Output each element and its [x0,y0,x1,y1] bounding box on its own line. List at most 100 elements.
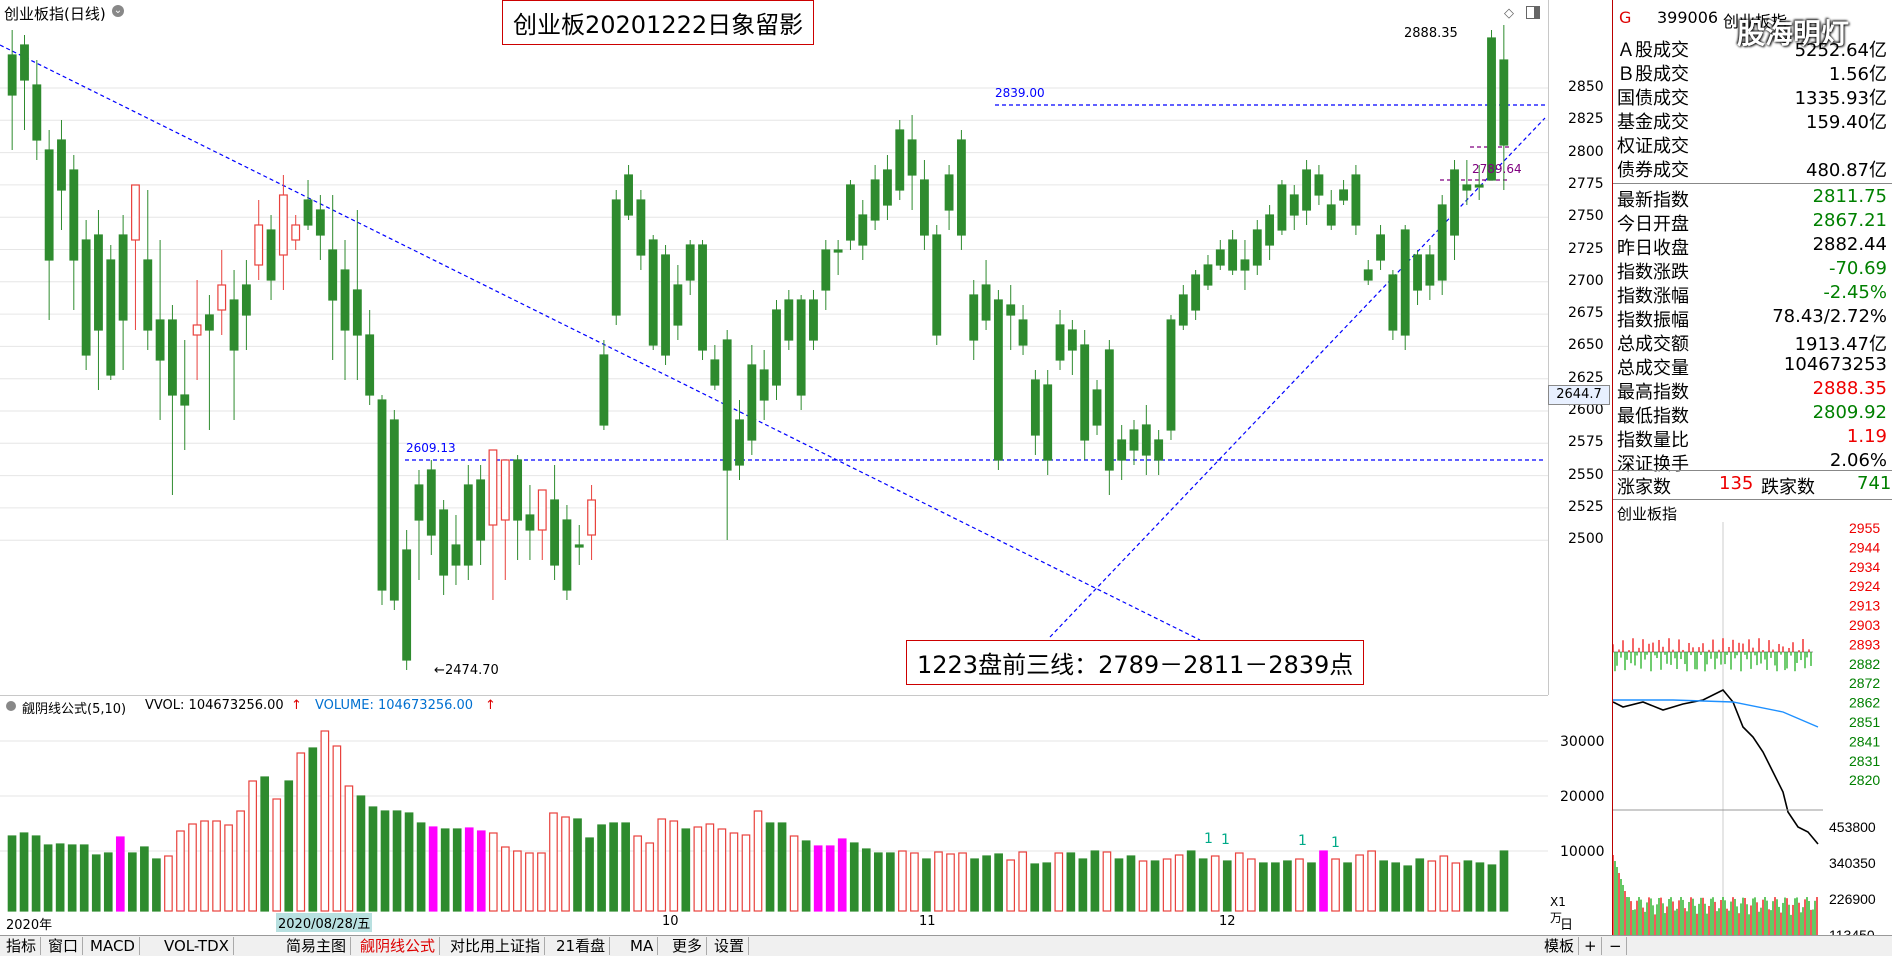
tab-1[interactable]: 窗口 [44,937,84,955]
candle-body [1191,274,1201,311]
mini-price-tick: 2913 [1849,598,1880,614]
chevron-down-icon[interactable]: ⌄ [112,5,124,17]
index-code: 399006 [1657,8,1719,27]
candle-body [1339,189,1348,201]
low-price-label: 2474.70 [445,663,499,678]
volume-bar [1090,850,1100,912]
quote-label: 权证成交 [1617,136,1689,157]
candle-body [402,549,412,661]
volume-bar [1283,860,1292,912]
volume-bar [1379,860,1388,912]
quote-panel: G 399006 创业板指 股海明灯 Ａ股成交 5252.64亿 Ｂ股成交 1.56亿… [1612,0,1892,935]
candle-body [673,284,683,326]
intraday-mini-chart[interactable]: 2955 2944 2934 2924 2913 2903 2893 2882 2872 2862… [1613,522,1892,935]
tab-6[interactable]: 对比用上证指 [446,937,546,955]
quote-value: 78.43/2.72% [1772,306,1887,327]
template-button[interactable]: 模板 [1540,937,1580,955]
tab-0[interactable]: 指标 [2,937,42,955]
window-toggle-icon[interactable] [1526,6,1540,19]
price-tick: 2775 [1568,175,1604,192]
candle-body [439,509,449,576]
volume-bar [212,820,221,912]
diamond-icon[interactable]: ◇ [1504,6,1514,21]
volume-bar [1042,862,1052,912]
volume-bar [500,846,510,912]
quote-value: -2.45% [1823,282,1887,303]
main-kline-chart[interactable]: 创业板指(日线) ⌄ 创业板20201222日象留影 ◇ 2888.35 247… [0,0,1610,695]
price-tick: 2525 [1568,498,1604,515]
volume-bar [934,851,943,912]
vol-mark-1: 1 [1204,831,1213,847]
quote-row: 总成交额 1913.47亿 [1617,330,1889,355]
candle-body [1043,384,1053,461]
bottom-tab-bar: 指标 窗口 MACD VOL-TDX 简易主图 觎阴线公式 对比用上证指 21看盘 MA 更多 设置… [0,935,1892,956]
zoom-in-button[interactable]: + [1580,937,1602,955]
volume-bar [332,745,342,912]
vvol-value: VVOL: 104673256.00 [145,698,284,713]
volume-bar [1439,855,1449,912]
candle-body [204,314,214,331]
mini-vol-tick: 226900 [1829,891,1876,907]
candle-body [895,129,905,191]
settings-dot-icon[interactable] [6,701,16,711]
volume-bars [7,730,1509,912]
volume-bar [476,830,486,912]
vol-mark-4: 1 [1331,835,1340,851]
tab-8[interactable]: MA [626,937,659,955]
volume-bar [188,823,197,912]
kline-canvas[interactable] [0,0,1548,695]
vol-mark-2: 1 [1221,832,1230,848]
quote-row: 最新指数 2811.75 [1617,186,1889,211]
candle-body [1141,424,1151,456]
candle-body [1104,349,1114,471]
tab-4[interactable]: 简易主图 [282,937,352,955]
axis-month-11: 11 [919,914,936,929]
volume-bar [777,822,787,912]
tab-2[interactable]: MACD [86,937,140,955]
volume-canvas[interactable] [0,696,1548,936]
volume-bar [224,824,233,912]
up-count-label: 涨家数 [1617,477,1671,498]
tab-9[interactable]: 更多 [668,937,708,955]
volume-unit: X1万 [1550,895,1566,925]
quote-row: 指数涨幅 -2.45% [1617,282,1889,307]
candle-body [352,289,362,336]
candle-body [1302,169,1312,211]
volume-bar [488,832,498,912]
volume-bar [573,818,582,912]
price-tick: 2700 [1568,272,1604,289]
volume-bar [1150,860,1160,912]
intraday-price-line [1613,689,1819,845]
quote-label: 指数振幅 [1617,310,1689,331]
volume-bar [1222,860,1232,912]
mini-price-tick: 2955 [1849,522,1880,536]
quote-row: 国债成交 1335.93亿 [1617,84,1889,109]
quote-label: 指数量比 [1617,430,1689,451]
tab-7[interactable]: 21看盘 [552,937,611,955]
quote-value: 2.06% [1829,450,1887,471]
volume-bar [320,730,330,912]
quote-row: 昨日收盘 2882.44 [1617,234,1889,259]
volume-bar [549,812,558,912]
tab-10[interactable]: 设置 [710,937,750,955]
candle-body [1450,169,1459,236]
candle-body [1351,174,1361,226]
mini-price-tick: 2934 [1849,559,1880,575]
candle-body [94,234,103,331]
chart-title-annotation: 创业板20201222日象留影 [502,0,815,45]
tab-3[interactable]: VOL-TDX [160,937,234,955]
mini-price-tick: 2831 [1849,753,1880,769]
candle-body [1413,254,1422,291]
candle-body [69,169,79,261]
tab-5[interactable]: 觎阴线公式 [356,937,441,955]
zoom-out-button[interactable]: − [1605,937,1627,955]
candle-body [241,284,251,316]
volume-chart[interactable]: 觎阴线公式(5,10) VVOL: 104673256.00 ↑ VOLUME:… [0,695,1605,952]
candle-body [1400,229,1410,336]
volume-bar [1066,852,1076,912]
candle-body [229,299,239,351]
volume-bar [1246,858,1256,912]
volume-bar [416,822,426,912]
volume-bar [296,752,306,912]
downtrend-line [0,44,1201,641]
